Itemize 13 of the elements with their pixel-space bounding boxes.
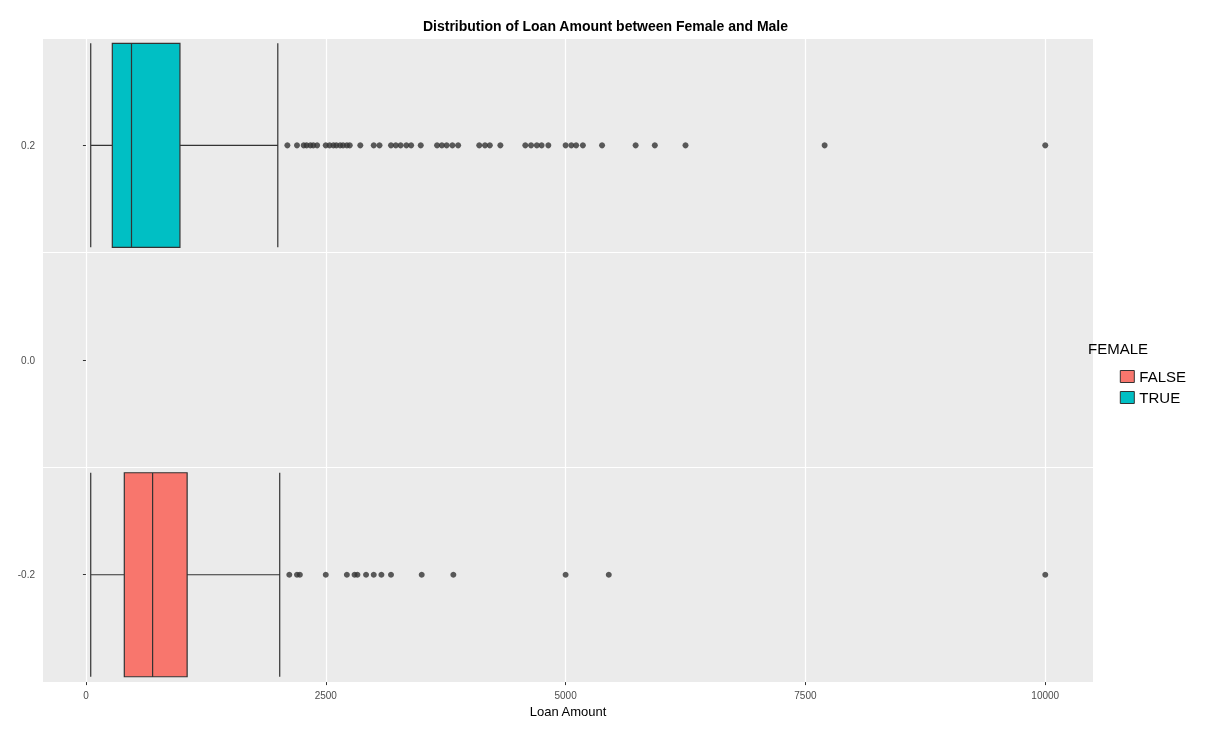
legend-label: FALSE: [1139, 368, 1187, 385]
x-tick-label: 7500: [794, 689, 817, 701]
x-tick-label: 2500: [314, 689, 338, 701]
x-tick-label: 5000: [554, 689, 578, 701]
chart-title: Distribution of Loan Amount between Female and Male: [422, 18, 789, 34]
legend-title: FEMALE: [1087, 340, 1148, 357]
y-tick-label: -0.2: [17, 569, 36, 581]
y-tick-label: 0.0: [21, 354, 36, 366]
x-tick-label: 0: [83, 689, 90, 701]
legend-label: TRUE: [1139, 389, 1181, 406]
x-tick-label: 10000: [1031, 689, 1060, 701]
x-axis-title: Loan Amount: [529, 704, 607, 719]
y-tick-label: 0.2: [21, 139, 36, 151]
